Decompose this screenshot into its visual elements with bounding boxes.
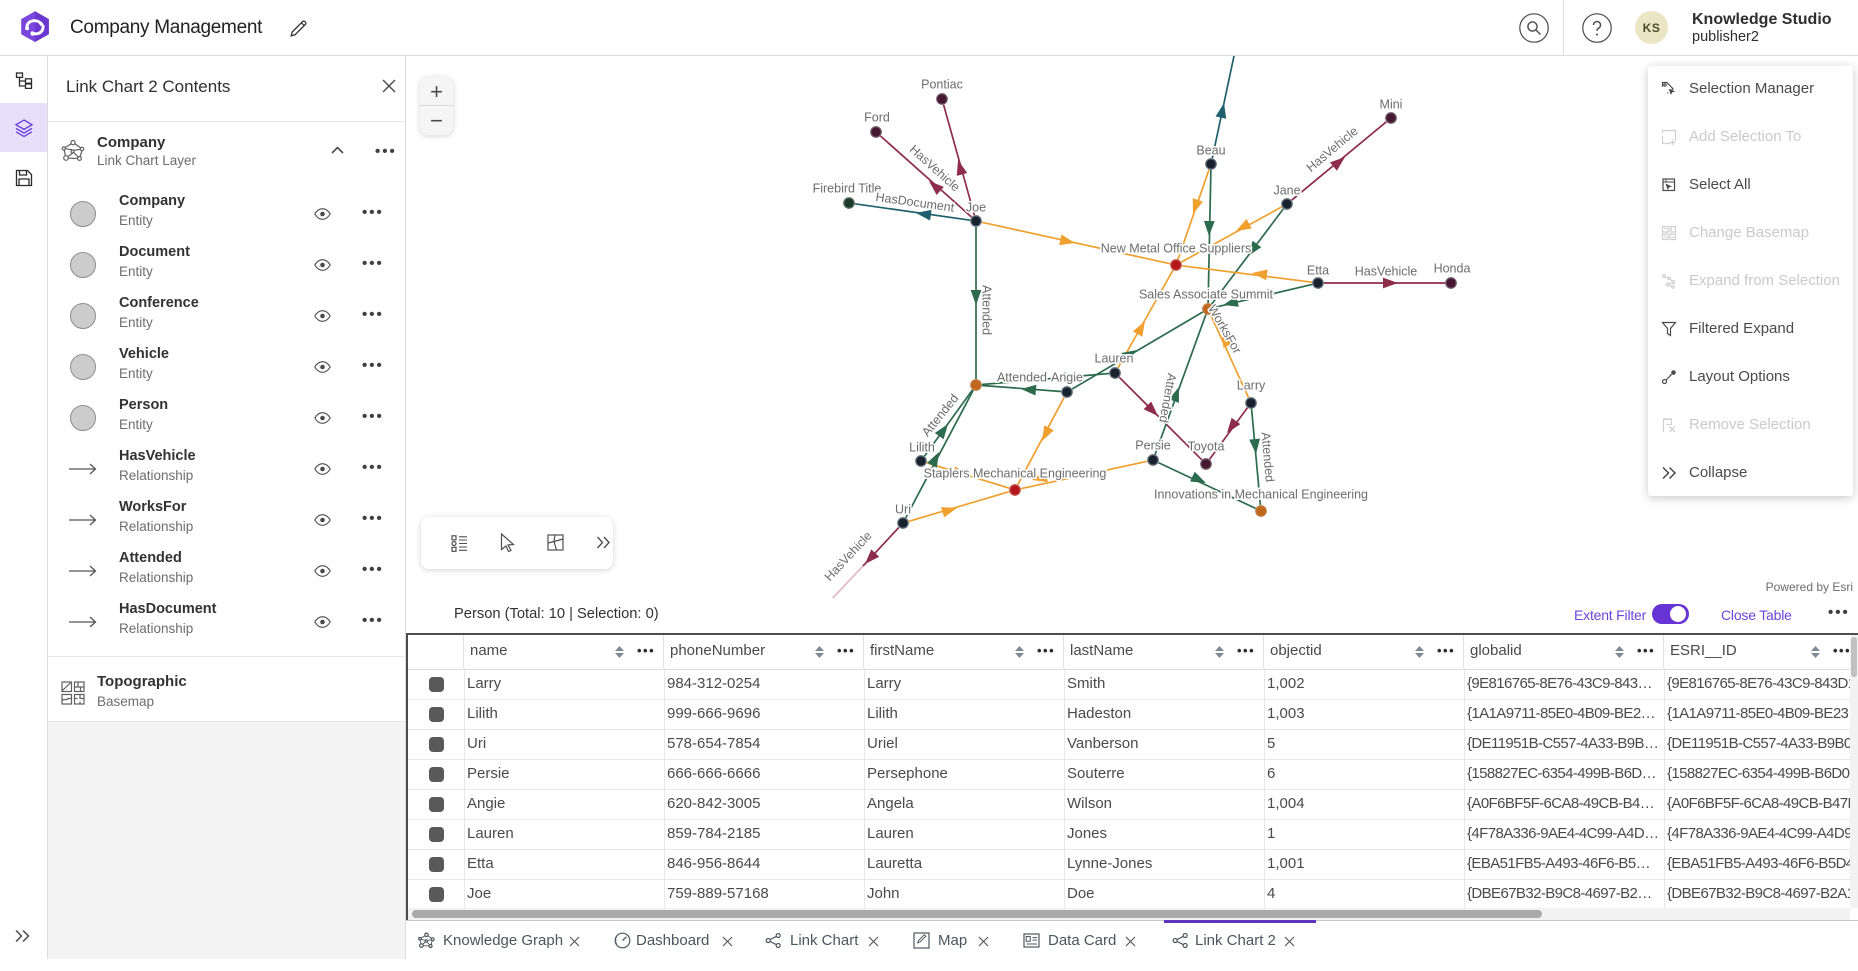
svg-text:HasDocument: HasDocument — [875, 190, 956, 215]
svg-text:Attended: Attended — [1156, 372, 1178, 424]
svg-text:Mini: Mini — [1380, 97, 1403, 111]
svg-text:HasVehicle: HasVehicle — [822, 529, 875, 584]
svg-text:Jane: Jane — [1273, 183, 1300, 197]
svg-text:Lilith: Lilith — [909, 440, 935, 454]
svg-text:New Metal Office Suppliers: New Metal Office Suppliers — [1101, 241, 1252, 255]
svg-text:Etta: Etta — [1307, 263, 1329, 277]
svg-text:Persie: Persie — [1135, 438, 1170, 452]
svg-text:Ford: Ford — [864, 110, 890, 124]
svg-text:Uri: Uri — [895, 502, 911, 516]
svg-text:HasVehicle: HasVehicle — [1355, 264, 1418, 278]
svg-text:Lauren: Lauren — [1095, 351, 1134, 365]
svg-text:Sales Associate Summit: Sales Associate Summit — [1139, 287, 1274, 301]
svg-text:Firebird Title: Firebird Title — [813, 181, 882, 195]
svg-text:Larry: Larry — [1237, 378, 1266, 392]
svg-text:Joe: Joe — [966, 200, 986, 214]
svg-text:WorksFor: WorksFor — [1205, 302, 1244, 356]
svg-text:Pontiac: Pontiac — [921, 77, 963, 91]
svg-text:Staplers Mechanical Engineerin: Staplers Mechanical Engineering — [924, 466, 1107, 480]
svg-text:Angie: Angie — [1051, 370, 1083, 384]
svg-text:Honda: Honda — [1434, 261, 1471, 275]
svg-text:Attended: Attended — [980, 285, 994, 335]
svg-text:Attended: Attended — [997, 370, 1047, 384]
svg-text:Innovations in Mechanical Engi: Innovations in Mechanical Engineering — [1154, 487, 1368, 501]
svg-text:Beau: Beau — [1196, 143, 1225, 157]
svg-text:Attended: Attended — [1258, 431, 1276, 482]
svg-text:Toyota: Toyota — [1188, 439, 1225, 453]
